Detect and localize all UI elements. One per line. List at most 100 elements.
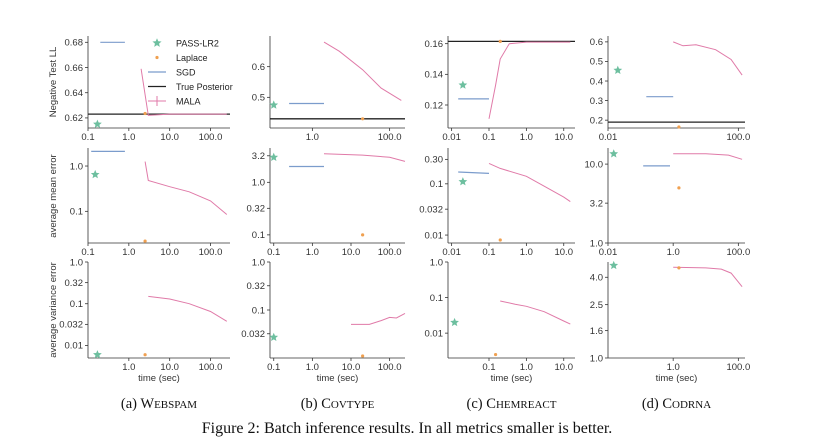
pass-lr2-point xyxy=(269,152,279,161)
legend: PASS-LR2 Laplace SGD True Posterior MALA xyxy=(148,38,233,107)
panel-c2: 0.01 0.1 1.0 0.1 1.0 10.0 xyxy=(425,257,575,373)
y-tick-label: 3.2 xyxy=(252,151,265,162)
laplace-point xyxy=(143,239,147,243)
figure-caption: Figure 2: Batch inference results. In al… xyxy=(202,420,613,437)
x-tick-label: 1.0 xyxy=(667,247,680,258)
laplace-point xyxy=(677,266,681,270)
panel-a1: 0.1 1.0 0.1 1.0 10.0 100.0 xyxy=(70,148,230,258)
legend-laplace-marker xyxy=(155,55,159,60)
x-tick-label: 1.0 xyxy=(306,132,319,143)
y-tick-label: 0.1 xyxy=(252,305,265,316)
x-tick-label: 1.0 xyxy=(122,362,135,373)
caption-prefix: (c) xyxy=(467,396,487,412)
mala-line xyxy=(148,295,228,322)
x-tick-label: 100.0 xyxy=(199,362,223,373)
x-tick-label: 100.0 xyxy=(199,247,223,258)
caption-prefix: (a) xyxy=(121,396,140,412)
x-tick-label: 1.0 xyxy=(122,132,135,143)
pass-lr2-point xyxy=(458,177,468,186)
x-tick-label: 1.0 xyxy=(306,247,319,258)
mala-line xyxy=(488,41,571,119)
x-tick-label: 1.0 xyxy=(122,247,135,258)
panel-d0: 0.2 0.3 0.4 0.5 0.6 0.01 100.0 xyxy=(590,36,750,143)
y-tick-label: 0.68 xyxy=(65,38,84,49)
x-tick-label: 0.1 xyxy=(267,247,280,258)
mala-line xyxy=(144,161,228,215)
y-tick-label: 0.5 xyxy=(252,93,265,104)
pass-lr2-point xyxy=(90,169,100,179)
pass-lr2-point xyxy=(93,350,102,359)
y-tick-label: 0.1 xyxy=(252,230,265,241)
y-tick-label: 1.0 xyxy=(430,257,443,268)
x-axis-label: time (sec) xyxy=(656,373,698,384)
y-tick-label: 0.3 xyxy=(590,96,603,107)
mala-line xyxy=(500,300,571,325)
panels: 0.620.640.660.680.1 1.0 10.0 100.00.11.00.1… xyxy=(59,36,750,373)
x-tick-label: 0.1 xyxy=(81,247,94,258)
x-tick-label: 100.0 xyxy=(726,247,750,258)
pass-lr2-point xyxy=(269,332,279,342)
mala-line xyxy=(673,41,743,76)
x-tick-label: 0.1 xyxy=(81,132,94,143)
x-tick-label: 1.0 xyxy=(520,247,533,258)
x-tick-label: 0.1 xyxy=(267,362,280,373)
y-tick-label: 0.30 xyxy=(425,155,444,166)
y-axis-label: Negative Test LL xyxy=(48,47,59,118)
x-tick-label: 100.0 xyxy=(378,132,402,143)
panel-d1: 1.03.210.00.01 1.0 100.0 xyxy=(585,148,750,258)
legend-pass-marker xyxy=(152,38,162,47)
y-tick-label: 0.6 xyxy=(252,62,265,73)
x-tick-label: 100.0 xyxy=(378,247,402,258)
y-axis-label: average mean error xyxy=(48,154,59,237)
pass-lr2-point xyxy=(613,65,623,74)
y-tick-label: 0.2 xyxy=(590,115,603,126)
laplace-point xyxy=(498,39,502,43)
x-axis-label: time (sec) xyxy=(138,373,180,384)
x-tick-label: 10.0 xyxy=(342,362,361,373)
x-tick-label: 10.0 xyxy=(160,247,179,258)
y-tick-label: 0.01 xyxy=(425,230,444,241)
caption-rest: OVTYPE xyxy=(331,399,375,411)
x-tick-label: 0.1 xyxy=(482,132,495,143)
x-tick-label: 1.0 xyxy=(306,362,319,373)
y-tick-label: 0.01 xyxy=(65,341,84,352)
y-tick-label: 1.0 xyxy=(70,161,83,172)
x-tick-label: 0.01 xyxy=(442,132,461,143)
caption-rest: EBSPAM xyxy=(154,399,197,411)
y-tick-label: 0.32 xyxy=(247,281,266,292)
y-tick-label: 0.64 xyxy=(65,88,84,99)
x-tick-label: 10.0 xyxy=(554,247,573,258)
subfigure-captions: (a) WEBSPAM (b) COVTYPE (c) CHEMREACT (d) C… xyxy=(121,396,711,412)
pass-lr2-point xyxy=(269,100,279,109)
mala-line xyxy=(351,312,406,325)
y-tick-label: 1.0 xyxy=(252,257,265,268)
y-tick-label: 0.12 xyxy=(425,100,444,111)
caption-rest: HEMREACT xyxy=(496,399,557,411)
panel-b0: 0.5 0.6 1.0 100.0 xyxy=(252,36,405,143)
x-tick-label: 0.1 xyxy=(482,247,495,258)
y-tick-label: 0.6 xyxy=(590,37,603,48)
caption-initial: C xyxy=(321,396,331,412)
caption-initial: W xyxy=(140,396,154,412)
x-tick-label: 1.0 xyxy=(520,132,533,143)
legend-pass-label: PASS-LR2 xyxy=(176,39,219,49)
laplace-point xyxy=(143,111,147,116)
panel-c0: 0.12 0.14 0.16 0.01 0.1 1.0 10.0 xyxy=(425,36,575,143)
mala-line xyxy=(140,68,227,116)
y-tick-label: 1.0 xyxy=(70,257,83,268)
y-tick-label: 0.66 xyxy=(65,63,84,74)
laplace-point xyxy=(361,233,365,237)
laplace-point xyxy=(498,238,502,242)
pass-lr2-point xyxy=(458,80,468,89)
y-tick-label: 0.1 xyxy=(430,293,443,304)
legend-laplace-label: Laplace xyxy=(176,53,208,63)
x-tick-label: 1.0 xyxy=(520,362,533,373)
x-tick-label: 0.01 xyxy=(599,247,618,258)
mala-line xyxy=(673,153,743,160)
mala-line xyxy=(488,162,571,203)
x-tick-label: 10.0 xyxy=(160,132,179,143)
y-tick-label: 1.0 xyxy=(252,178,265,189)
x-tick-label: 10.0 xyxy=(554,132,573,143)
y-tick-label: 10.0 xyxy=(585,159,604,170)
x-tick-label: 0.01 xyxy=(599,132,618,143)
